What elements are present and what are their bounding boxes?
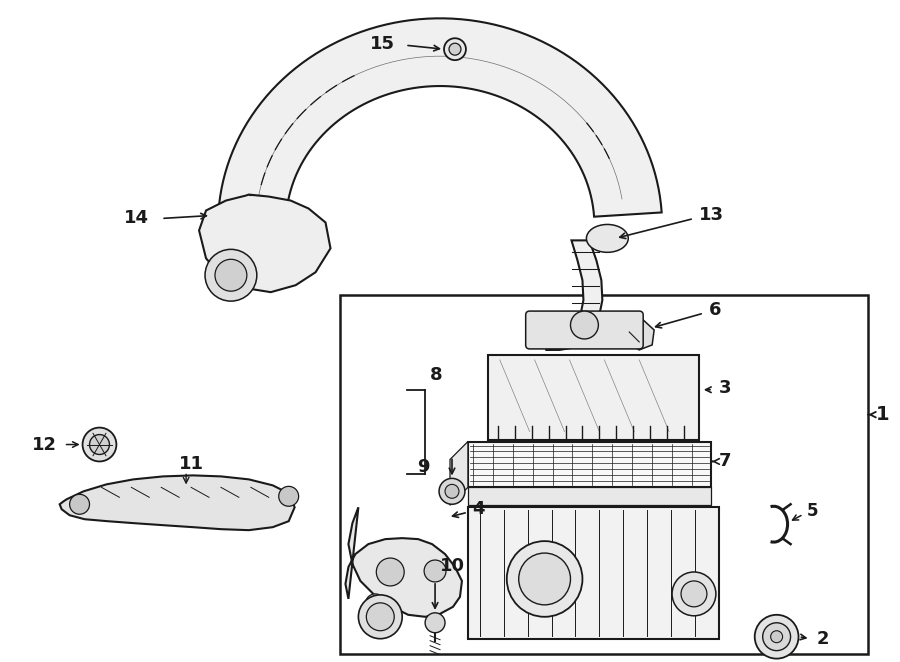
Circle shape <box>518 553 571 605</box>
Polygon shape <box>621 318 654 350</box>
Circle shape <box>424 560 446 582</box>
Circle shape <box>762 623 790 651</box>
Circle shape <box>89 434 110 455</box>
Ellipse shape <box>587 224 628 252</box>
Polygon shape <box>450 442 468 505</box>
Text: 8: 8 <box>430 366 443 384</box>
Circle shape <box>449 43 461 55</box>
Bar <box>468 442 711 487</box>
Text: 3: 3 <box>719 379 732 397</box>
Circle shape <box>755 615 798 659</box>
Circle shape <box>215 260 247 291</box>
Polygon shape <box>468 487 711 505</box>
Text: 14: 14 <box>124 209 149 228</box>
Bar <box>488 355 699 440</box>
Circle shape <box>376 558 404 586</box>
Text: 12: 12 <box>32 436 57 453</box>
Circle shape <box>507 541 582 617</box>
Circle shape <box>770 631 783 643</box>
Circle shape <box>425 613 445 633</box>
Text: 11: 11 <box>178 455 203 473</box>
FancyBboxPatch shape <box>526 311 644 349</box>
Bar <box>468 507 719 639</box>
Circle shape <box>279 487 299 506</box>
Text: 4: 4 <box>472 500 484 518</box>
Polygon shape <box>199 195 330 292</box>
Circle shape <box>681 581 706 607</box>
Circle shape <box>358 595 402 639</box>
Circle shape <box>83 428 116 461</box>
Text: 13: 13 <box>699 207 724 224</box>
Bar <box>340 295 868 653</box>
Circle shape <box>672 572 716 616</box>
Text: 1: 1 <box>877 405 890 424</box>
Polygon shape <box>59 475 294 530</box>
Polygon shape <box>346 507 462 617</box>
Text: 5: 5 <box>806 502 818 520</box>
Circle shape <box>439 479 465 504</box>
Circle shape <box>571 311 598 339</box>
Circle shape <box>445 485 459 498</box>
Text: 10: 10 <box>440 557 465 575</box>
Polygon shape <box>545 240 602 350</box>
Text: 6: 6 <box>709 301 722 319</box>
Circle shape <box>69 495 89 514</box>
Circle shape <box>365 594 385 614</box>
Text: 15: 15 <box>370 35 395 53</box>
Circle shape <box>366 603 394 631</box>
Circle shape <box>205 250 256 301</box>
Polygon shape <box>219 19 662 216</box>
Text: 9: 9 <box>418 458 430 477</box>
Text: 7: 7 <box>719 452 732 471</box>
Text: 2: 2 <box>816 630 829 647</box>
Circle shape <box>444 38 466 60</box>
